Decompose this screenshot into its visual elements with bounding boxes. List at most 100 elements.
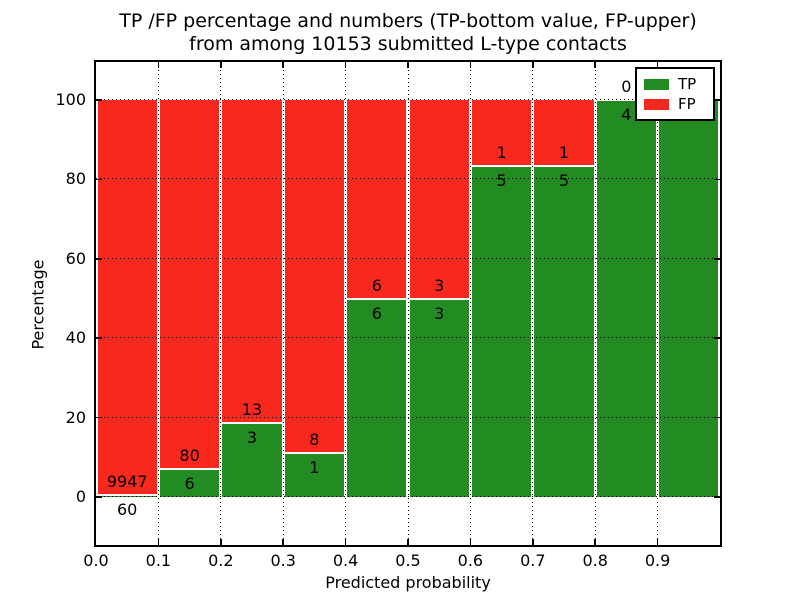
legend-patch-FP <box>644 98 669 110</box>
bar-tp-0.7-0.8 <box>534 166 594 497</box>
bar-fp-0.3-0.4 <box>284 100 345 453</box>
gridline-x-0.2 <box>220 62 222 545</box>
x-tick-label-0.5: 0.5 <box>395 551 421 570</box>
y-tick-label-20: 20 <box>65 407 86 427</box>
bar-fp-0.0-0.1 <box>97 100 157 495</box>
tp-count-label-0.3-0.4: 1 <box>309 457 320 477</box>
bar-tp-0.1-0.2 <box>159 469 220 497</box>
fp-count-label-0.8-0.9: 0 <box>621 77 632 96</box>
fp-count-label-0.1-0.2: 80 <box>179 446 200 466</box>
tp-count-label-0.8-0.9: 4 <box>621 105 632 124</box>
tp-count-label-0.7-0.8: 5 <box>558 171 570 191</box>
bar-tp-0.4-0.5 <box>347 298 407 497</box>
x-tick-top <box>220 62 222 68</box>
x-tick-bottom <box>220 539 222 545</box>
bar-tp-0.0-0.1 <box>97 494 157 497</box>
bar-tp-0.2-0.3 <box>222 422 282 497</box>
tp-count-label-0.6-0.7: 5 <box>496 171 507 191</box>
x-tick-bottom <box>282 539 284 545</box>
gridline-y-20 <box>96 416 720 418</box>
legend-label-TP: TP <box>678 75 697 93</box>
fp-count-label-0.3-0.4: 8 <box>309 429 320 449</box>
gridline-x-0.4 <box>345 62 347 545</box>
x-tick-label-0.8: 0.8 <box>582 551 608 570</box>
gridline-x-0.8 <box>594 62 596 545</box>
x-tick-bottom <box>532 539 534 545</box>
x-tick-label-0.3: 0.3 <box>270 551 296 570</box>
y-tick-right <box>714 496 720 498</box>
fp-count-label-0.4-0.5: 6 <box>371 275 382 295</box>
y-tick-left <box>96 416 102 419</box>
bar-tp-0.3-0.4 <box>284 452 345 497</box>
x-tick-top <box>157 62 160 68</box>
x-tick-bottom <box>157 539 160 545</box>
bar-fp-0.7-0.8 <box>534 100 594 167</box>
fp-count-label-0.6-0.7: 1 <box>496 143 507 163</box>
legend-patch-TP <box>644 78 669 90</box>
x-tick-top <box>344 62 347 68</box>
y-tick-left <box>96 258 102 260</box>
fp-count-label-0.7-0.8: 1 <box>558 143 570 163</box>
gridline-y-40 <box>96 337 720 339</box>
x-tick-label-0.9: 0.9 <box>644 551 671 570</box>
y-tick-right <box>714 337 720 339</box>
chart-title-line1: TP /FP percentage and numbers (TP-bottom… <box>119 10 697 32</box>
gridline-y-0 <box>96 496 720 497</box>
gridline-x-0.9 <box>657 62 659 545</box>
y-tick-left <box>96 99 102 101</box>
x-tick-top <box>282 62 284 68</box>
x-tick-label-0.0: 0.0 <box>83 551 109 570</box>
y-tick-label-60: 60 <box>65 248 86 268</box>
x-tick-top <box>469 62 472 68</box>
x-tick-top <box>594 62 596 68</box>
fp-count-label-0.0-0.1: 9947 <box>106 471 148 491</box>
gridline-x-0.3 <box>282 62 284 545</box>
x-tick-label-0.6: 0.6 <box>457 551 484 570</box>
gridline-x-0.5 <box>407 62 409 545</box>
x-tick-bottom <box>656 539 659 545</box>
bar-fp-0.6-0.7 <box>471 100 532 167</box>
y-tick-label-40: 40 <box>65 328 86 348</box>
x-tick-top <box>407 62 409 68</box>
x-axis-label: Predicted probability <box>325 573 491 592</box>
bar-tp-0.6-0.7 <box>471 166 532 497</box>
y-tick-label-0: 0 <box>75 487 86 506</box>
gridline-x-0.1 <box>157 62 159 545</box>
fp-count-label-0.2-0.3: 13 <box>241 399 263 419</box>
y-tick-right <box>714 99 720 101</box>
legend-entry-FP: FP <box>644 94 706 114</box>
y-tick-right <box>714 416 720 419</box>
x-tick-label-0.7: 0.7 <box>520 551 546 570</box>
x-tick-bottom <box>594 539 596 545</box>
x-tick-top <box>532 62 534 68</box>
gridline-y-80 <box>96 178 720 180</box>
y-tick-right <box>714 178 720 181</box>
chart-title: TP /FP percentage and numbers (TP-bottom… <box>96 10 720 56</box>
bar-tp-0.8-0.9 <box>596 100 657 497</box>
tp-count-label-0.0-0.1: 60 <box>117 499 138 519</box>
bar-fp-0.2-0.3 <box>222 100 282 423</box>
y-tick-left <box>96 178 102 181</box>
x-tick-bottom <box>469 539 472 545</box>
x-tick-label-0.4: 0.4 <box>332 551 359 570</box>
bar-fp-0.5-0.6 <box>409 100 469 299</box>
tp-count-label-0.4-0.5: 6 <box>371 303 382 323</box>
x-tick-label-0.2: 0.2 <box>208 551 234 570</box>
legend-entry-TP: TP <box>644 74 706 94</box>
gridline-x-0.7 <box>532 62 534 545</box>
gridline-x-0.6 <box>469 62 471 545</box>
x-tick-bottom <box>407 539 409 545</box>
gridline-y-100 <box>96 99 720 100</box>
bar-fp-0.4-0.5 <box>347 100 407 299</box>
legend: TP FP <box>635 67 715 121</box>
x-tick-top <box>656 62 659 68</box>
bar-fp-0.1-0.2 <box>159 100 220 470</box>
chart-title-line2: from among 10153 submitted L-type contac… <box>189 33 627 55</box>
y-tick-label-100: 100 <box>55 90 86 109</box>
y-tick-left <box>96 496 102 498</box>
tp-count-label-0.5-0.6: 3 <box>434 303 445 323</box>
bar-tp-0.9-1.0 <box>659 100 719 497</box>
